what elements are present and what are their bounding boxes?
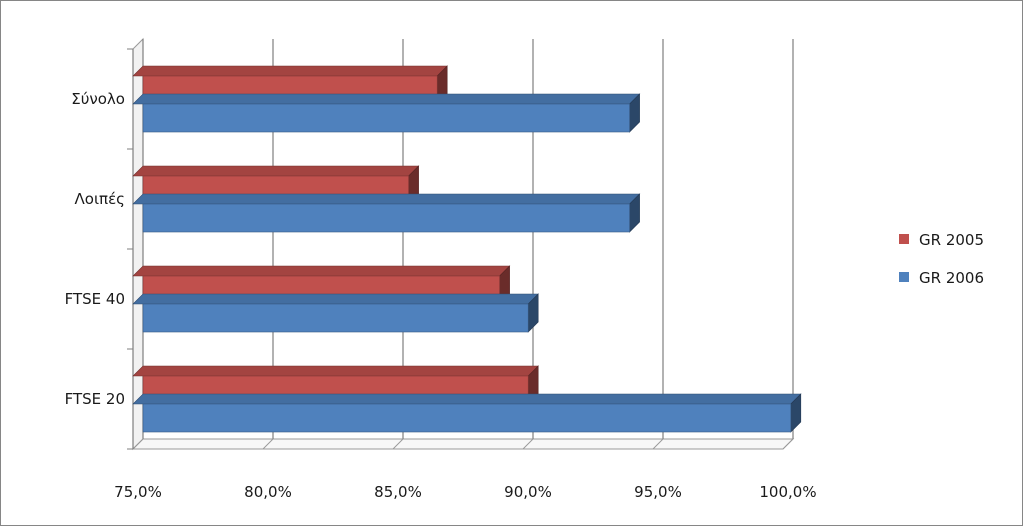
category-label-2: FTSE 40: [65, 290, 125, 308]
x-tick-label-2: 85,0%: [374, 483, 422, 501]
bar-gr2006-3: [132, 393, 802, 433]
category-label-0: Σύνολο: [71, 90, 125, 108]
floor-line-5: [782, 438, 794, 450]
bar-gr2006-1: [132, 193, 641, 233]
floor-line-1: [262, 438, 274, 450]
legend-swatch-1: [899, 272, 909, 282]
x-tick-label-3: 90,0%: [504, 483, 552, 501]
x-tick-labels: 75,0% 80,0% 85,0% 90,0% 95,0% 100,0%: [114, 483, 816, 501]
bars: [132, 65, 802, 433]
category-label-1: Λοιπές: [75, 190, 125, 208]
floor-line-2: [392, 438, 404, 450]
bar-gr2006-0: [132, 93, 641, 133]
x-tick-label-5: 100,0%: [759, 483, 816, 501]
x-tick-label-0: 75,0%: [114, 483, 162, 501]
floor: [131, 438, 795, 450]
floor-line-4: [652, 438, 664, 450]
x-tick-label-4: 95,0%: [634, 483, 682, 501]
legend-label-0: GR 2005: [919, 231, 984, 249]
x-tick-label-1: 80,0%: [244, 483, 292, 501]
legend: GR 2005 GR 2006: [899, 231, 984, 287]
floor-line-0: [132, 438, 144, 450]
floor-line-3: [522, 438, 534, 450]
bar-gr2006-2: [132, 293, 539, 333]
legend-label-1: GR 2006: [919, 269, 984, 287]
category-label-3: FTSE 20: [65, 390, 125, 408]
category-labels: Σύνολο Λοιπές FTSE 40 FTSE 20: [65, 90, 125, 408]
legend-swatch-0: [899, 234, 909, 244]
